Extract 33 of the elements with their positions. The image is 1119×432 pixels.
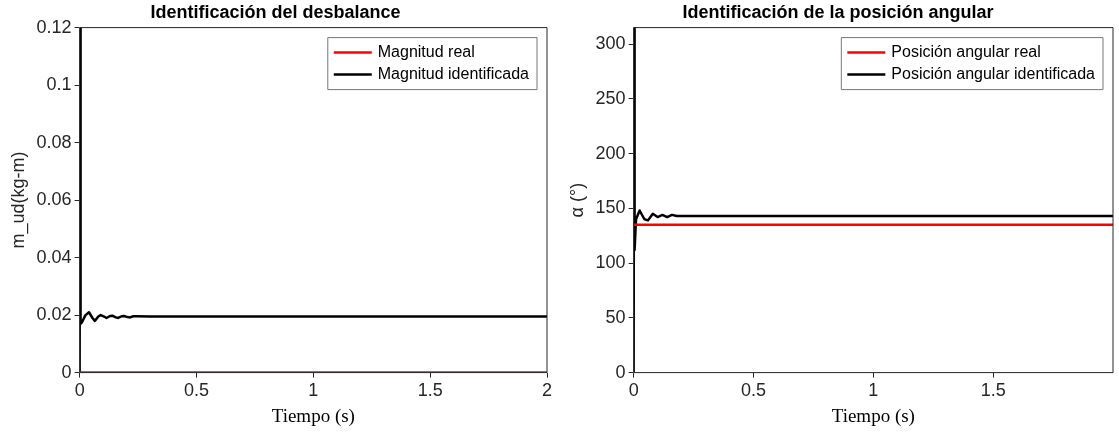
x-tick-label: 0: [74, 380, 85, 401]
y-tick-label: 0.02: [36, 304, 72, 325]
x-axis-title: Tiempo (s): [271, 404, 355, 427]
x-axis-title: Tiempo (s): [831, 404, 915, 427]
y-axis-title: m_ud(kg-m): [7, 151, 29, 249]
legend-label: Magnitud identificada: [377, 65, 530, 83]
y-tick-label: 0.06: [36, 189, 72, 210]
y-tick-label: 0: [61, 361, 72, 382]
y-tick-label: 50: [605, 306, 626, 327]
chart-title: Identificación del desbalance: [150, 1, 401, 22]
x-tick-label: 1: [308, 380, 319, 401]
x-tick-label: 1.5: [980, 380, 1006, 401]
y-tick-label: 200: [595, 142, 626, 163]
legend-label: Magnitud real: [377, 43, 475, 61]
x-tick-label: 0.5: [183, 380, 209, 401]
x-tick-label: 1.5: [417, 380, 443, 401]
x-tick-label: 2: [541, 380, 553, 401]
y-tick-label: 150: [595, 197, 626, 218]
y-tick-label: 0.12: [36, 16, 72, 37]
y-tick-label: 0.08: [36, 131, 72, 152]
legend-label: Posición angular real: [891, 43, 1041, 61]
y-tick-label: 0: [615, 361, 626, 382]
y-tick-label: 100: [595, 252, 626, 273]
legend-label: Posición angular identificada: [891, 65, 1096, 83]
y-tick-label: 300: [595, 33, 626, 53]
y-axis-title: α (°): [566, 182, 587, 218]
y-tick-label: 250: [595, 87, 626, 108]
y-tick-label: 0.1: [46, 74, 72, 95]
x-tick-label: 0.5: [740, 380, 766, 401]
x-tick-label: 0: [628, 380, 639, 401]
chart-title: Identificación de la posición angular: [682, 1, 994, 22]
y-tick-label: 0.04: [36, 246, 72, 267]
x-tick-label: 1: [868, 380, 879, 401]
